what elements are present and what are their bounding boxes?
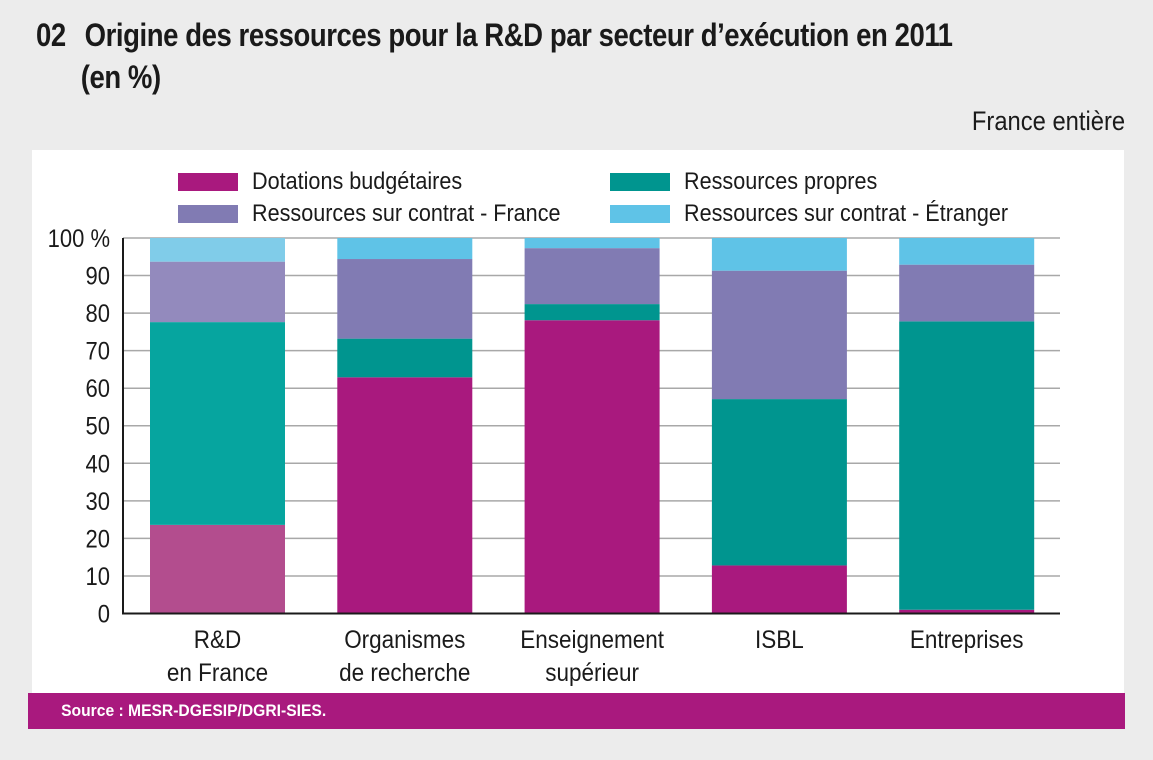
legend-label: Dotations budgétaires [252, 168, 463, 195]
x-tick-label: Organismes [344, 626, 465, 654]
y-tick-label: 80 [86, 300, 110, 328]
legend-item-dotations: Dotations budgétaires [178, 168, 485, 196]
legend-item-contrat-etranger: Ressources sur contrat - Étranger [610, 200, 1044, 228]
bar-segment [524, 320, 660, 614]
chart-title: 02 Origine des ressources pour la R&D par… [36, 14, 953, 98]
x-tick-labels: R&D en France Organismes de recherche Enseig… [167, 626, 1024, 687]
y-tick-label: 0 [98, 600, 110, 628]
legend-swatch [178, 173, 238, 191]
bar-stack [150, 238, 285, 614]
y-tick-label: 90 [86, 262, 110, 290]
y-tick-label: 100 % [48, 225, 110, 253]
y-tick-labels: 0 10 20 30 40 50 60 70 80 90 100 % [48, 225, 110, 628]
x-tick-label: Entreprises [910, 626, 1024, 654]
legend-item-contrat-france: Ressources sur contrat - France [178, 200, 595, 228]
y-tick-label: 70 [86, 337, 110, 365]
bar-segment [711, 270, 847, 400]
bar-segment [711, 565, 847, 614]
y-tick-label: 60 [86, 375, 110, 403]
x-tick-label: en France [167, 659, 268, 687]
axes [122, 238, 1060, 615]
bar-stack [899, 238, 1035, 614]
legend-item-ressources-propres: Ressources propres [610, 168, 899, 196]
bar-segment [337, 238, 473, 260]
y-tick-label: 10 [86, 563, 110, 591]
source-footer: Source : MESR-DGESIP/DGRI-SIES. [28, 693, 1125, 729]
y-tick-label: 40 [86, 450, 110, 478]
legend-label: Ressources sur contrat - France [252, 200, 561, 227]
x-tick-label: de recherche [339, 659, 470, 687]
y-tick-label: 50 [86, 412, 110, 440]
bar-segment [150, 322, 285, 525]
legend-label: Ressources propres [684, 168, 878, 195]
bars [150, 238, 1035, 614]
bar-segment [524, 238, 660, 249]
x-tick-label: ISBL [755, 626, 804, 654]
bar-segment [899, 238, 1035, 265]
y-tick-label: 20 [86, 525, 110, 553]
bar-segment [337, 259, 473, 339]
source-text: Source : MESR-DGESIP/DGRI-SIES. [61, 701, 327, 720]
x-tick-label: Enseignement [520, 626, 664, 654]
bar-stack [337, 238, 473, 614]
bar-segment [337, 377, 473, 614]
bar-stack [711, 238, 847, 614]
bar-segment [150, 261, 285, 323]
bar-segment [337, 338, 473, 378]
chart-subtitle: France entière [971, 106, 1125, 136]
legend-label: Ressources sur contrat - Étranger [684, 200, 1009, 227]
bar-segment [524, 304, 660, 321]
bar-segment [899, 609, 1035, 614]
bar-segment [711, 238, 847, 271]
legend-swatch [610, 173, 670, 191]
chart-title-line1: Origine des ressources pour la R&D par s… [84, 17, 953, 53]
bar-stack [524, 238, 660, 614]
chart-title-line2: (en %) [80, 59, 161, 95]
bar-segment [899, 264, 1035, 322]
bar-segment [150, 238, 285, 262]
legend-swatch [178, 205, 238, 223]
bar-segment [899, 321, 1035, 610]
chart-number: 02 [36, 17, 66, 53]
bar-segment [150, 524, 285, 614]
x-tick-label: R&D [194, 626, 241, 654]
legend-swatch [610, 205, 670, 223]
y-tick-label: 30 [86, 488, 110, 516]
bar-segment [524, 248, 660, 305]
x-tick-label: supérieur [545, 659, 639, 687]
bar-segment [711, 399, 847, 566]
